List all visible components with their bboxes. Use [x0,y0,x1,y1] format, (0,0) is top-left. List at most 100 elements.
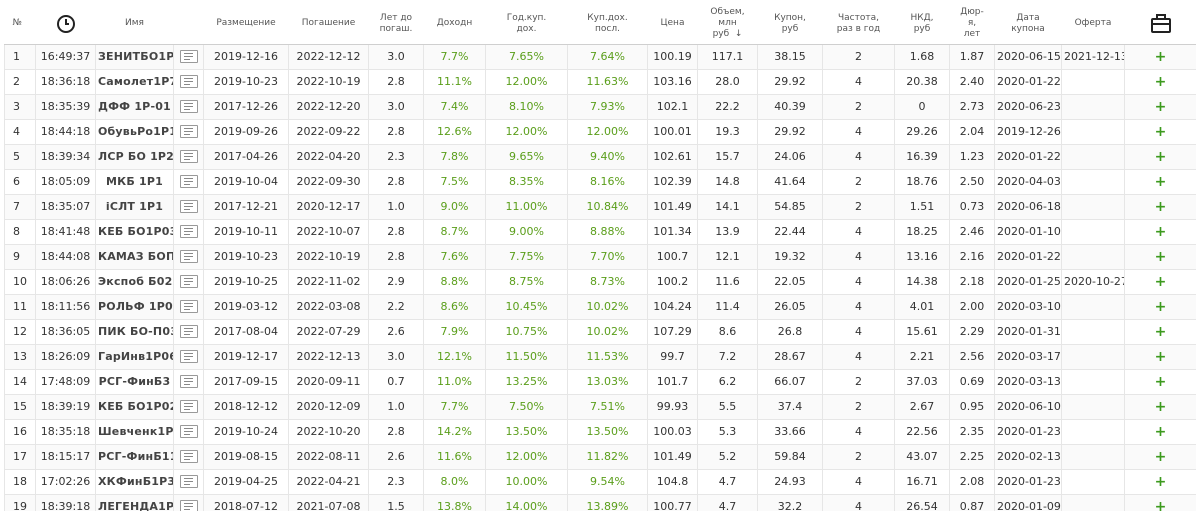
col-header-num[interactable]: № [4,4,36,45]
col-header-time[interactable] [35,4,96,45]
bond-name-link[interactable]: ПИК БО-П03 [95,319,174,345]
bond-name-link[interactable]: Экспоб Б02 [95,269,174,295]
description-button[interactable] [173,394,204,420]
col-header-duration[interactable]: Дюр-я, лет [949,4,995,45]
col-header-maturity[interactable]: Погашение [288,4,369,45]
add-to-portfolio-button[interactable]: + [1124,244,1196,270]
placement-date: 2019-12-16 [203,44,289,70]
offer-date [1061,294,1125,320]
col-header-coupon[interactable]: Купон, руб [757,4,823,45]
plus-icon: + [1154,348,1167,365]
description-button[interactable] [173,194,204,220]
document-icon [179,200,198,214]
col-header-frequency-line2: раз в год [836,23,881,34]
bond-name-link[interactable]: ОбувьРо1Р1 [95,119,174,145]
add-to-portfolio-button[interactable]: + [1124,119,1196,145]
add-to-portfolio-button[interactable]: + [1124,444,1196,470]
col-header-years[interactable]: Лет до погаш. [368,4,424,45]
add-to-portfolio-button[interactable]: + [1124,69,1196,95]
description-button[interactable] [173,444,204,470]
description-button[interactable] [173,94,204,120]
description-button[interactable] [173,169,204,195]
col-header-last-coupon[interactable]: Куп.дох. посл. [567,4,648,45]
bond-name-link[interactable]: МКБ 1Р1 [95,169,174,195]
add-to-portfolio-button[interactable]: + [1124,219,1196,245]
bond-name-link[interactable]: РОЛЬФ 1Р01 [95,294,174,320]
bond-name-link[interactable]: КЕБ БО1Р02 [95,394,174,420]
bond-name-link[interactable]: Самолет1Р7 [95,69,174,95]
volume-value: 5.5 [697,394,758,420]
bond-name-link[interactable]: РСГ-ФинБ11 [95,444,174,470]
col-header-num-label: № [12,18,22,29]
add-to-portfolio-button[interactable]: + [1124,494,1196,511]
col-header-frequency[interactable]: Частота, раз в год [822,4,895,45]
bond-name-link[interactable]: ЛЕГЕНДА1Р1 [95,494,174,511]
update-time: 18:36:18 [35,69,96,95]
description-button[interactable] [173,294,204,320]
col-header-nkd[interactable]: НКД, руб [894,4,950,45]
coupon-value: 33.66 [757,419,823,445]
col-header-coupon-date[interactable]: Дата купона [994,4,1062,45]
col-header-yield[interactable]: Доходн [423,4,486,45]
col-header-offer[interactable]: Оферта [1061,4,1125,45]
duration-value: 2.73 [949,94,995,120]
price-value: 102.39 [647,169,698,195]
bond-name-link[interactable]: Шевченк1Р1 [95,419,174,445]
add-to-portfolio-button[interactable]: + [1124,144,1196,170]
offer-date: 2021-12-13 [1061,44,1125,70]
description-button[interactable] [173,419,204,445]
add-to-portfolio-button[interactable]: + [1124,319,1196,345]
plus-icon: + [1154,48,1167,65]
add-to-portfolio-button[interactable]: + [1124,294,1196,320]
bond-name-link[interactable]: ДФФ 1Р-01 [95,94,174,120]
placement-date: 2019-10-23 [203,244,289,270]
volume-value: 15.7 [697,144,758,170]
bond-name-link[interactable]: ЗЕНИТБО1Р5 [95,44,174,70]
add-to-portfolio-button[interactable]: + [1124,469,1196,495]
description-button[interactable] [173,144,204,170]
description-button[interactable] [173,469,204,495]
years-to-maturity: 1.5 [368,494,424,511]
price-value: 101.49 [647,444,698,470]
col-header-placement[interactable]: Размещение [203,4,289,45]
add-to-portfolio-button[interactable]: + [1124,344,1196,370]
description-button[interactable] [173,244,204,270]
description-button[interactable] [173,494,204,511]
description-button[interactable] [173,119,204,145]
duration-value: 0.95 [949,394,995,420]
description-button[interactable] [173,344,204,370]
col-header-volume[interactable]: Объем, млн руб ↓ [697,4,758,45]
col-header-name[interactable]: Имя [95,4,174,45]
nkd-value: 0 [894,94,950,120]
description-button[interactable] [173,369,204,395]
bond-name-link[interactable]: ГарИнв1Р06 [95,344,174,370]
update-time: 18:44:18 [35,119,96,145]
col-header-portfolio[interactable] [1124,4,1196,45]
bond-name-link[interactable]: КАМАЗ БОП5 [95,244,174,270]
bond-name-link[interactable]: iСЛТ 1Р1 [95,194,174,220]
description-button[interactable] [173,44,204,70]
coupon-date: 2020-01-22 [994,69,1062,95]
col-header-price[interactable]: Цена [647,4,698,45]
description-button[interactable] [173,319,204,345]
description-button[interactable] [173,269,204,295]
add-to-portfolio-button[interactable]: + [1124,419,1196,445]
description-button[interactable] [173,219,204,245]
col-header-annual-coupon[interactable]: Год.куп. дох. [485,4,568,45]
bond-name-link[interactable]: ХКФинБ1Р3 [95,469,174,495]
briefcase-icon [1150,13,1171,33]
add-to-portfolio-button[interactable]: + [1124,169,1196,195]
add-to-portfolio-button[interactable]: + [1124,194,1196,220]
add-to-portfolio-button[interactable]: + [1124,369,1196,395]
add-to-portfolio-button[interactable]: + [1124,44,1196,70]
bond-name-link[interactable]: КЕБ БО1Р03 [95,219,174,245]
bond-name-link[interactable]: ЛСР БО 1Р2 [95,144,174,170]
add-to-portfolio-button[interactable]: + [1124,394,1196,420]
add-to-portfolio-button[interactable]: + [1124,94,1196,120]
description-button[interactable] [173,69,204,95]
maturity-date: 2022-09-30 [288,169,369,195]
bond-name-link[interactable]: РСГ-ФинБ3 [95,369,174,395]
col-header-last-line1: Куп.дох. [587,12,628,23]
years-to-maturity: 2.8 [368,69,424,95]
add-to-portfolio-button[interactable]: + [1124,269,1196,295]
